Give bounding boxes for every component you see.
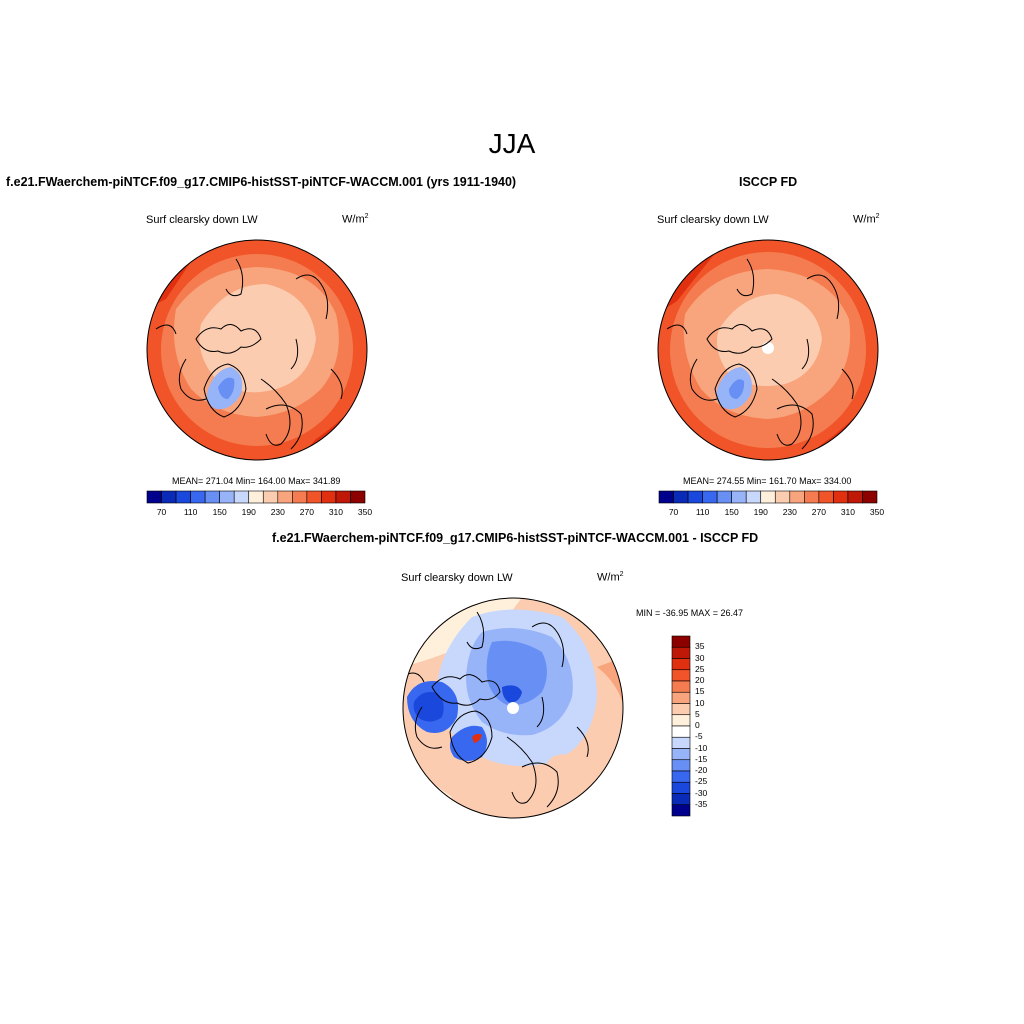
panel-2-colorbar <box>658 490 878 504</box>
colorbar-3-swatch <box>671 669 691 682</box>
colorbar-1-swatch <box>161 490 177 504</box>
colorbar-1-swatch <box>175 490 191 504</box>
main-title: JJA <box>488 128 536 159</box>
panel-3-colorbar <box>671 635 691 817</box>
colorbar-3-tick-label: -35 <box>695 798 708 809</box>
colorbar-2-swatch <box>804 490 820 504</box>
colorbar-1-swatch <box>262 490 279 504</box>
colorbar-1-swatch <box>277 490 293 504</box>
colorbar-2-tick-label: 230 <box>782 507 797 517</box>
colorbar-2-swatch <box>818 490 834 504</box>
colorbar-3-tick-label: -5 <box>695 731 703 742</box>
colorbar-3-tick-label: -20 <box>695 765 708 775</box>
colorbar-2-tick-label: 110 <box>695 507 710 517</box>
colorbar-2-swatch <box>673 490 689 504</box>
colorbar-3-tick-label: 5 <box>695 708 700 719</box>
colorbar-1-swatch <box>146 490 162 504</box>
panel-3-title: f.e21.FWaerchem-piNTCF.f09_g17.CMIP6-his… <box>272 531 759 545</box>
panel-1-title: f.e21.FWaerchem-piNTCF.f09_g17.CMIP6-his… <box>6 175 517 189</box>
colorbar-1-tick-label: 310 <box>328 507 344 517</box>
colorbar-2-tick-label: 150 <box>724 507 739 517</box>
colorbar-3-swatch <box>671 658 691 671</box>
colorbar-2-swatch <box>760 490 776 504</box>
colorbar-2-tick-label: 310 <box>840 507 856 517</box>
colorbar-3-swatch <box>671 759 691 772</box>
colorbar-2-swatch <box>702 490 718 504</box>
colorbar-3-swatch <box>671 691 691 704</box>
panel-2-units: W/m2 <box>853 213 880 226</box>
colorbar-3-swatch <box>671 781 691 794</box>
colorbar-3-swatch <box>671 804 691 817</box>
panel-1-variable: Surf clearsky down LW <box>146 214 258 226</box>
colorbar-3-tick-label: 15 <box>695 686 705 697</box>
colorbar-1-tick-label: 350 <box>357 507 373 517</box>
colorbar-2-tick-label: 190 <box>753 507 768 517</box>
colorbar-1-swatch <box>306 490 322 504</box>
colorbar-3-swatch <box>671 703 691 716</box>
colorbar-2-swatch <box>687 490 703 504</box>
colorbar-2-swatch <box>716 490 732 504</box>
colorbar-1-tick-label: 70 <box>156 507 167 517</box>
colorbar-3-swatch <box>671 736 691 749</box>
colorbar-1-swatch <box>248 490 264 504</box>
colorbar-3-swatch <box>671 635 691 648</box>
colorbar-2-swatch <box>731 490 747 504</box>
colorbar-3-tick-label: -15 <box>695 753 708 764</box>
colorbar-3-tick-label: 30 <box>695 652 705 663</box>
colorbar-1-swatch <box>321 490 337 504</box>
colorbar-1-swatch <box>190 490 206 504</box>
panel-2-variable: Surf clearsky down LW <box>657 214 769 226</box>
panel-3-variable: Surf clearsky down LW <box>401 572 513 584</box>
colorbar-2-swatch <box>833 490 849 504</box>
colorbar-2-tick-label: 270 <box>811 507 826 517</box>
panel-1-stats: MEAN= 271.04 Min= 164.00 Max= 341.89 <box>172 476 341 486</box>
colorbar-1-tick-label: 150 <box>212 507 227 517</box>
panel-2-title: ISCCP FD <box>739 175 798 189</box>
panel-1-colorbar <box>146 490 366 504</box>
panel-3-polar-map <box>402 597 624 819</box>
colorbar-3-tick-label: 25 <box>695 663 705 674</box>
colorbar-2-tick-label: 350 <box>869 507 885 517</box>
colorbar-3-swatch <box>671 725 691 738</box>
panel-3-units: W/m2 <box>597 571 624 584</box>
colorbar-1-swatch <box>233 490 250 504</box>
colorbar-1-tick-label: 110 <box>183 507 198 517</box>
colorbar-1-tick-label: 270 <box>299 507 314 517</box>
colorbar-2-swatch <box>862 490 878 504</box>
panel-1-polar-map <box>146 239 368 461</box>
colorbar-2-swatch <box>658 490 674 504</box>
panel-2-polar-map <box>657 239 879 461</box>
colorbar-2-swatch <box>847 490 863 504</box>
panel-3-stats: MIN = -36.95 MAX = 26.47 <box>636 608 744 618</box>
colorbar-1-swatch <box>292 490 308 504</box>
colorbar-1-swatch <box>219 490 235 504</box>
colorbar-3-tick-label: -10 <box>695 742 708 753</box>
colorbar-1-swatch <box>335 490 351 504</box>
colorbar-2-swatch <box>745 490 762 504</box>
colorbar-3-tick-label: -25 <box>695 776 708 787</box>
colorbar-1-tick-label: 230 <box>270 507 285 517</box>
colorbar-1-swatch <box>350 490 366 504</box>
colorbar-1-tick-label: 190 <box>241 507 256 517</box>
colorbar-2-swatch <box>789 490 805 504</box>
colorbar-3-swatch <box>671 680 691 693</box>
colorbar-3-tick-label: 35 <box>695 641 705 652</box>
colorbar-3-swatch <box>671 793 691 806</box>
colorbar-3-swatch <box>671 714 691 727</box>
colorbar-1-swatch <box>204 490 220 504</box>
colorbar-3-swatch <box>671 770 691 783</box>
colorbar-3-tick-label: 0 <box>695 720 700 730</box>
panel-2-stats: MEAN= 274.55 Min= 161.70 Max= 334.00 <box>683 476 852 486</box>
colorbar-3-tick-label: 10 <box>695 697 705 708</box>
colorbar-3-tick-label: -30 <box>695 787 708 798</box>
colorbar-3-swatch <box>671 646 691 659</box>
colorbar-2-tick-label: 70 <box>668 507 679 517</box>
colorbar-2-swatch <box>774 490 791 504</box>
colorbar-3-tick-label: 20 <box>695 675 705 685</box>
panel-1-units: W/m2 <box>342 213 369 226</box>
colorbar-3-swatch <box>671 748 691 761</box>
